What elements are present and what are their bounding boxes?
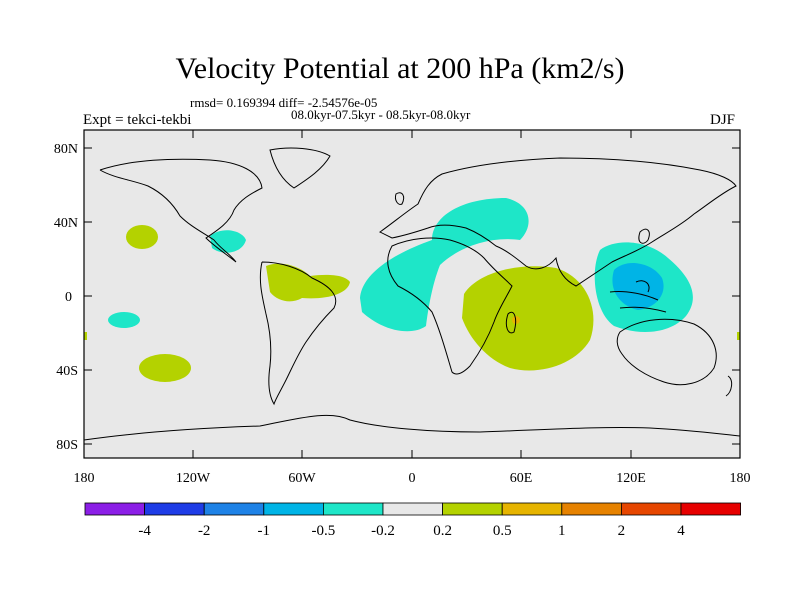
colorbar-swatch bbox=[501, 502, 563, 516]
coast-new-zealand bbox=[725, 375, 733, 397]
colorbar-swatch bbox=[84, 502, 145, 516]
colorbar-label: 1 bbox=[558, 523, 566, 539]
colorbar-swatch bbox=[322, 502, 384, 516]
colorbar bbox=[84, 502, 741, 516]
latitude-ticks bbox=[84, 147, 740, 445]
colorbar-swatch bbox=[263, 502, 324, 516]
lat-label-0: 0 bbox=[65, 290, 72, 305]
yellowgreen-patch-north-pacific bbox=[126, 225, 158, 249]
lon-label-60w: 60W bbox=[288, 471, 316, 486]
coast-japan bbox=[638, 228, 650, 244]
yellowgreen-edge-right bbox=[737, 332, 740, 340]
teal-patch-caribbean bbox=[210, 230, 246, 253]
map-title: Velocity Potential at 200 hPa (km2/s) bbox=[175, 52, 625, 85]
coast-indonesia bbox=[609, 280, 667, 313]
blue-core-maritime bbox=[612, 263, 664, 310]
lat-label-40s: 40S bbox=[56, 364, 78, 379]
colorbar-swatch bbox=[621, 502, 682, 516]
yellowgreen-patch-south-america bbox=[266, 263, 350, 302]
teal-patch-tropical-pacific bbox=[108, 312, 140, 328]
season-label: DJF bbox=[710, 112, 736, 128]
yellowgreen-patch-africa bbox=[462, 266, 594, 371]
colorbar-label: 2 bbox=[618, 523, 626, 539]
colorbar-swatch bbox=[442, 502, 503, 516]
colorbar-label: 0.2 bbox=[433, 523, 452, 539]
longitude-ticks bbox=[83, 130, 741, 458]
coast-australia bbox=[616, 318, 717, 386]
longitude-labels: 180 120W 60W 0 60E 120E 180 bbox=[74, 471, 751, 486]
lon-label-120e: 120E bbox=[616, 471, 646, 486]
lat-label-80n: 80N bbox=[54, 142, 78, 157]
lon-label-180w: 180 bbox=[74, 471, 95, 486]
coast-africa bbox=[387, 237, 513, 375]
colorbar-swatch bbox=[144, 502, 205, 516]
colorbar-swatch bbox=[382, 502, 443, 516]
coast-eurasia bbox=[379, 157, 737, 287]
coast-antarctica bbox=[83, 414, 741, 441]
coast-uk bbox=[395, 192, 405, 205]
lon-label-0: 0 bbox=[409, 471, 416, 486]
rmsd-stats: rmsd= 0.169394 diff= -2.54576e-05 bbox=[190, 95, 378, 110]
colorbar-label: -4 bbox=[138, 523, 151, 539]
period-label: 08.0kyr-07.5kyr - 08.5kyr-08.0kyr bbox=[291, 107, 471, 122]
lon-label-120w: 120W bbox=[176, 471, 211, 486]
coast-north-america bbox=[99, 158, 263, 263]
yellowgreen-patch-south-pacific bbox=[139, 354, 191, 382]
anomaly-patches bbox=[84, 198, 740, 382]
colorbar-label: -0.2 bbox=[371, 523, 395, 539]
lat-label-80s: 80S bbox=[56, 438, 78, 453]
colorbar-swatch bbox=[680, 502, 741, 516]
lon-label-180e: 180 bbox=[730, 471, 751, 486]
colorbar-label: -0.5 bbox=[312, 523, 336, 539]
latitude-labels: 80N 40N 0 40S 80S bbox=[54, 142, 78, 453]
yellowgreen-edge-left bbox=[84, 332, 87, 340]
colorbar-label: 4 bbox=[677, 523, 685, 539]
experiment-label: Expt = tekci-tekbi bbox=[83, 112, 192, 128]
colorbar-label: -2 bbox=[198, 523, 211, 539]
lon-label-60e: 60E bbox=[510, 471, 533, 486]
colorbar-labels: -4 -2 -1 -0.5 -0.2 0.2 0.5 1 2 4 bbox=[138, 523, 685, 539]
coastlines bbox=[83, 147, 741, 441]
colorbar-label: 0.5 bbox=[493, 523, 512, 539]
teal-patch-africa-mideast bbox=[360, 198, 529, 332]
coast-south-america bbox=[259, 261, 337, 406]
lat-label-40n: 40N bbox=[54, 216, 78, 231]
colorbar-swatch bbox=[561, 502, 622, 516]
colorbar-swatch bbox=[203, 502, 265, 516]
colorbar-label: -1 bbox=[258, 523, 271, 539]
coast-madagascar bbox=[505, 311, 517, 334]
coast-greenland bbox=[269, 147, 331, 189]
